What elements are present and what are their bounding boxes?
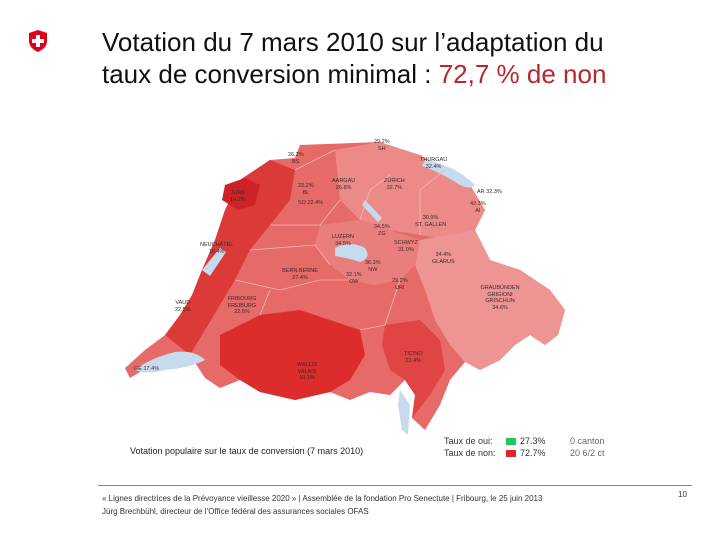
canton-label-bs: 26,2% BS bbox=[288, 152, 304, 165]
canton-label-zurich: ZÜRICH 32.7% bbox=[384, 178, 405, 191]
canton-label-bern: BERN BERNE 27.4% bbox=[282, 268, 318, 281]
lake-zurich bbox=[362, 200, 382, 222]
legend-yes-count: 0 canton bbox=[570, 436, 605, 446]
canton-label-st-gallen: 30.9% ST. GALLEN bbox=[415, 215, 447, 228]
region-graubuenden bbox=[415, 230, 565, 370]
canton-label-sh: 29.2% SH bbox=[374, 139, 390, 152]
canton-label-wallis: WALLIS VALAIS 19.1% bbox=[297, 362, 317, 381]
canton-label-ar: AR 32.3% bbox=[477, 189, 502, 195]
canton-label-uri: 29.2% URI bbox=[392, 278, 408, 291]
canton-label-vaud: VAUD 22.5% bbox=[175, 300, 191, 313]
canton-label-ticino: TICINO 21.4% bbox=[404, 351, 423, 364]
canton-label-schwyz: SCHWYZ 31.0% bbox=[394, 240, 418, 253]
lake-maggiore bbox=[398, 390, 410, 435]
lake-geneva bbox=[135, 351, 205, 373]
title-line-1: Votation du 7 mars 2010 sur l’adaptation… bbox=[102, 27, 604, 57]
canton-label-aargau: AARGAU 26.8% bbox=[332, 178, 356, 191]
legend-no-label: Taux de non: bbox=[444, 448, 496, 458]
canton-label-jura: JURA 14.2% bbox=[230, 190, 246, 203]
region-jura bbox=[222, 178, 260, 210]
footer-divider bbox=[98, 485, 692, 486]
footer: « Lignes directrices de la Prévoyance vi… bbox=[102, 492, 542, 518]
lake-constance bbox=[422, 160, 475, 188]
region-west bbox=[165, 160, 295, 355]
swiss-cross-icon bbox=[29, 30, 47, 52]
canton-label-zg: 34.5% ZG bbox=[374, 224, 390, 237]
canton-label-neuchatel: NEUCHÂTEL 18.4% bbox=[200, 242, 234, 255]
map-graphic bbox=[125, 142, 565, 435]
title-accent: 72,7 % de non bbox=[438, 59, 607, 89]
canton-label-luzern: LUZERN 34.5% bbox=[332, 234, 355, 247]
canton-label-thurgau: THURGAU 32.4% bbox=[420, 157, 448, 170]
switzerland-map: 26,2% BS 29.2% SH THURGAU 32.4% AARGAU 26.8%… bbox=[120, 130, 590, 460]
page-number: 10 bbox=[678, 490, 687, 499]
region-valais bbox=[220, 310, 365, 400]
canton-label-bl: 23.2% BL bbox=[298, 183, 314, 196]
title-line-2: taux de conversion minimal : 72,7 % de n… bbox=[102, 58, 702, 90]
map-caption: Votation populaire sur le taux de conver… bbox=[130, 446, 364, 456]
legend-row-yes: Taux de oui: 27.3% 0 canton bbox=[444, 435, 605, 447]
lake-neuchatel bbox=[202, 248, 226, 276]
map-legend: Taux de oui: 27.3% 0 canton Taux de non:… bbox=[444, 435, 605, 459]
canton-label-so: SO 22.4% bbox=[298, 200, 324, 206]
legend-yes-label: Taux de oui: bbox=[444, 436, 493, 446]
region-ticino bbox=[382, 320, 445, 418]
legend-row-no: Taux de non: 72.7% 20 6/2 ct bbox=[444, 447, 605, 459]
footer-line-1: « Lignes directrices de la Prévoyance vi… bbox=[102, 494, 543, 503]
region-italy-border bbox=[450, 362, 480, 386]
canton-label-ow: 32.1% OW bbox=[346, 272, 362, 285]
legend-no-swatch bbox=[506, 449, 516, 457]
title-line-2-prefix: taux de conversion minimal : bbox=[102, 59, 439, 89]
canton-label-glarus: 34.4% GLARUS bbox=[432, 252, 455, 265]
region-central bbox=[315, 220, 420, 285]
canton-label-nw: 36.3% NW bbox=[365, 260, 381, 273]
page-title: Votation du 7 mars 2010 sur l’adaptation… bbox=[102, 26, 702, 90]
canton-label-ai: 42.3% AI bbox=[470, 201, 486, 214]
footer-line-2: Jürg Brechbühl, directeur de l’Office fé… bbox=[102, 507, 369, 516]
canton-label-graubuenden: GRAUBÜNDEN GRIGIONI GRISCHUN 34.6% bbox=[480, 285, 520, 311]
legend-yes-pct: 27.3% bbox=[520, 436, 546, 446]
canton-label-ge: GE 17.4% bbox=[134, 366, 160, 372]
canton-borders bbox=[234, 149, 446, 331]
legend-no-count: 20 6/2 ct bbox=[570, 448, 605, 458]
legend-no-pct: 72.7% bbox=[520, 448, 546, 458]
canton-label-fribourg: FRIBOURG FREIBURG 22.6% bbox=[227, 296, 257, 315]
legend-yes-swatch bbox=[506, 437, 516, 445]
lake-lucerne bbox=[335, 244, 368, 262]
